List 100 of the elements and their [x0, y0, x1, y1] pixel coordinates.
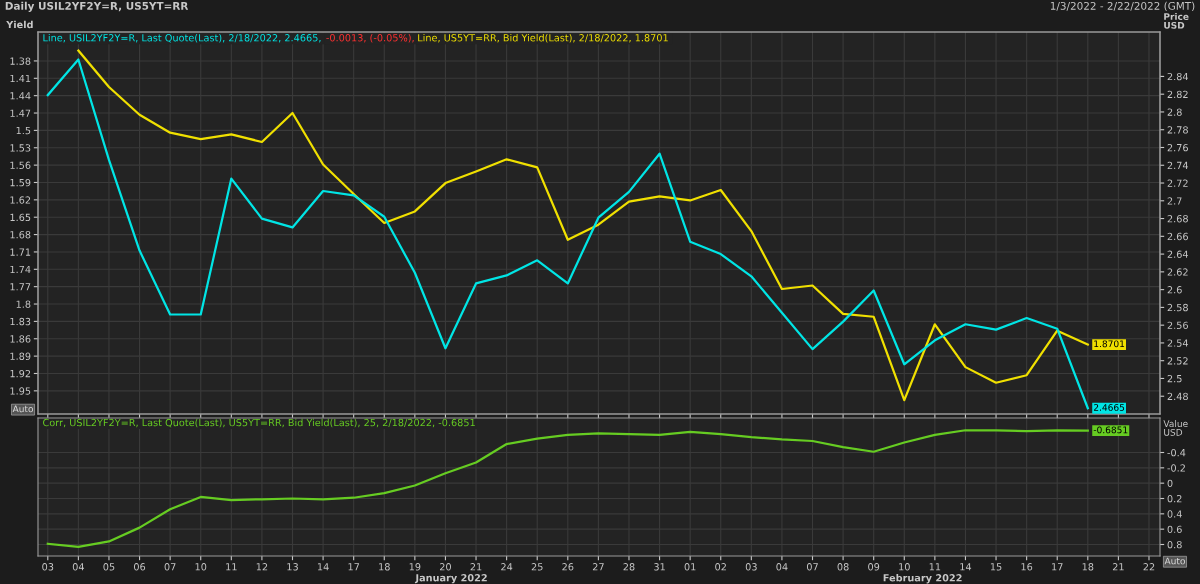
y-tick-label: 0.8	[1167, 540, 1182, 549]
x-tick-label: 25	[531, 563, 543, 571]
x-tick-label: 27	[592, 563, 604, 571]
text: Auto	[1164, 557, 1185, 565]
y2-tick-label: 2.5	[1167, 374, 1182, 383]
text: January 2022	[414, 574, 487, 584]
x-tick-label: 10	[899, 563, 910, 571]
y-tick-label: 1.56	[10, 161, 31, 169]
y-tick-label: 1.95	[10, 387, 31, 395]
x-tick-label: 17	[348, 563, 360, 571]
y2-tick-label: 2.56	[1167, 321, 1188, 329]
y-tick-label: 1.53	[10, 144, 31, 152]
x-tick-label: 22	[1143, 563, 1155, 571]
x-tick-label: 16	[1021, 563, 1033, 571]
y-tick-label: 1.5	[16, 127, 31, 135]
x-tick-label: 18	[1082, 563, 1094, 571]
x-tick-label: 04	[72, 563, 85, 571]
line-series	[46, 429, 1089, 548]
y-tick-label: -0.4	[1167, 448, 1186, 457]
y-tick-label: 1.65	[10, 213, 31, 222]
x-tick-label: 11	[929, 563, 941, 571]
text: Auto	[12, 405, 34, 413]
data-label: 2.4665	[1093, 404, 1125, 411]
y2-tick-label: 2.6	[1167, 286, 1182, 294]
y2-tick-label: 2.64	[1167, 250, 1189, 258]
x-tick-label: 08	[837, 563, 849, 571]
y2-tick-label: 2.82	[1167, 90, 1188, 99]
text: Line, USIL2YF2Y=R, Last Quote(Last), 2/18/2022, 2.4665,	[43, 33, 321, 43]
x-tick-label: 21	[470, 563, 482, 571]
x-tick-label: 07	[806, 563, 818, 571]
y-tick-label: 1.89	[10, 352, 31, 360]
y-tick-label: 1.38	[10, 57, 31, 65]
y-tick-label: 1.41	[10, 74, 31, 82]
y2-tick-label: 2.76	[1167, 143, 1188, 152]
y2-tick-label: 2.54	[1167, 339, 1189, 347]
y-tick-label: 1.8	[16, 300, 31, 308]
x-tick-label: 05	[103, 563, 115, 571]
x-tick-label: 19	[409, 563, 421, 571]
y2-tick-label: 2.68	[1167, 215, 1188, 223]
x-tick-label: 14	[317, 563, 329, 571]
x-tick-label: 03	[42, 563, 54, 571]
x-tick-label: 21	[1112, 563, 1124, 571]
y2-tick-label: 2.52	[1167, 357, 1188, 365]
x-tick-label: 17	[1052, 563, 1063, 571]
x-tick-label: 31	[654, 563, 665, 571]
annotation: -0.0013, (-0.05%),	[326, 33, 414, 43]
x-tick-label: 12	[256, 563, 268, 571]
x-tick-label: 14	[960, 563, 972, 571]
y-tick-label: 1.44	[10, 92, 31, 100]
y2-tick-label: 2.74	[1167, 161, 1189, 169]
y-tick-label: 1.77	[10, 283, 31, 291]
x-tick-label: 04	[776, 563, 788, 571]
y-tick-label: 0.6	[1167, 525, 1182, 533]
x-tick-label: 13	[287, 563, 298, 571]
x-tick-label: 09	[868, 563, 880, 571]
y-tick-label: 0.2	[1167, 494, 1182, 503]
x-tick-label: 11	[226, 563, 237, 571]
x-tick-label: 07	[164, 563, 176, 571]
y-tick-label: 1.74	[10, 265, 31, 273]
y-tick-label: 1.86	[10, 335, 31, 343]
x-tick-label: 26	[562, 563, 574, 571]
x-tick-label: 02	[715, 563, 726, 571]
x-tick-label: 15	[990, 563, 1002, 571]
text: Line, US5YT=RR, Bid Yield(Last), 2/18/2022, 1.8701	[418, 33, 668, 43]
x-tick-label: 20	[439, 563, 451, 571]
chart-subtitle: 1/3/2022 - 2/22/2022 (GMT)	[1050, 1, 1195, 12]
x-tick-label: 10	[195, 563, 207, 571]
y-tick-label: -0.2	[1167, 464, 1185, 472]
chart-title: Daily USIL2YF2Y=R, US5YT=RR	[5, 1, 189, 12]
y-tick-label: 1.92	[10, 369, 31, 378]
y-tick-label: 1.62	[10, 196, 31, 204]
y2-tick-label: 2.48	[1167, 392, 1188, 401]
x-tick-label: 18	[379, 563, 390, 571]
y-tick-label: 1.59	[10, 178, 31, 187]
data-label: 1.8701	[1094, 340, 1125, 348]
y2-tick-label: 2.84	[1167, 72, 1189, 81]
y-tick-label: 0	[1167, 479, 1173, 487]
y2-tick-label: 2.7	[1167, 197, 1182, 205]
y2-tick-label: 2.58	[1167, 303, 1188, 312]
y-tick-label: 1.68	[10, 231, 31, 239]
y2-tick-label: 2.62	[1167, 268, 1188, 276]
y-tick-label: 0.4	[1167, 510, 1182, 518]
y-tick-label: 1.47	[10, 109, 31, 117]
x-tick-label: 24	[501, 563, 513, 571]
y2-tick-label: 2.66	[1167, 232, 1188, 241]
x-tick-label: 01	[684, 563, 696, 571]
x-tick-label: 28	[623, 563, 635, 571]
y-tick-label: 1.83	[10, 317, 31, 326]
y2-tick-label: 2.72	[1167, 179, 1188, 187]
x-tick-label: 06	[134, 563, 146, 571]
text: Corr, USIL2YF2Y=R, Last Quote(Last), US5YT=RR, Bid Yield(Last), 25, 2/18/2022, -0.6851	[43, 418, 475, 428]
y2-axis-title: Price USD	[1164, 13, 1189, 29]
x-tick-label: 03	[745, 563, 757, 571]
y-axis-title: Value USD	[1163, 420, 1188, 436]
text: February 2022	[883, 573, 962, 584]
data-label: -0.6851	[1093, 426, 1128, 434]
y2-tick-label: 2.8	[1167, 108, 1182, 116]
y-tick-label: 1.71	[10, 248, 31, 256]
y-axis-title: Yield	[6, 20, 33, 29]
y2-tick-label: 2.78	[1167, 126, 1188, 134]
